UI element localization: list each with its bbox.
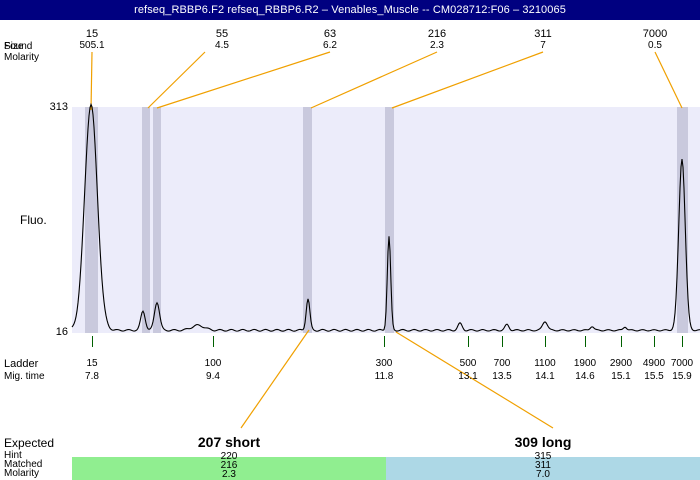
peak-connector-line <box>310 51 438 109</box>
amplicon-bar-long[interactable] <box>386 457 700 480</box>
ladder-size: 1900 <box>573 358 597 369</box>
row-label-hint: Hint <box>4 450 22 461</box>
peak-connector-line <box>90 51 93 111</box>
ladder-mig-time: 15.9 <box>672 371 692 382</box>
peak-band[interactable] <box>85 107 98 333</box>
top-peak-size: 311 <box>534 28 552 40</box>
top-row-label-size: Size <box>4 41 24 52</box>
title-bar: refseq_RBBP6.F2 refseq_RBBP6.R2 – Venabl… <box>0 0 700 20</box>
ladder-mig-time: 11.8 <box>374 371 394 382</box>
ladder-tick <box>545 336 546 347</box>
axis-row-label-mig-time: Mig. time <box>4 371 45 382</box>
top-peak-molarity: 6.2 <box>323 40 337 51</box>
connector-lines <box>90 51 683 429</box>
matched-value: 311 <box>535 460 551 471</box>
expected-label: 207 short <box>197 434 261 450</box>
y-axis-min-label: 16 <box>55 326 68 338</box>
top-peak-molarity: 2.3 <box>430 40 444 51</box>
ladder-mig-time: 14.6 <box>575 371 595 382</box>
ladder-size: 7000 <box>670 358 694 369</box>
peak-connector-line <box>240 329 310 429</box>
ladder-mig-time: 13.1 <box>458 371 478 382</box>
ladder-mig-time: 15.5 <box>644 371 664 382</box>
ladder-size: 100 <box>204 358 222 369</box>
top-peak-molarity: 7 <box>540 40 546 51</box>
ladder-tick <box>502 336 503 347</box>
molarity-value: 7.0 <box>536 469 550 480</box>
top-row-label-molarity: Molarity <box>4 52 40 63</box>
top-peak-molarity: 505.1 <box>79 40 105 51</box>
peak-connector-line <box>654 51 683 109</box>
ladder-tick <box>213 336 214 347</box>
ladder-mig-time: 15.1 <box>611 371 631 382</box>
window-title: refseq_RBBP6.F2 refseq_RBBP6.R2 – Venabl… <box>134 4 566 16</box>
top-peak-size: 55 <box>215 28 229 40</box>
ladder-tick <box>468 336 469 347</box>
ladder-mig-time: 13.5 <box>492 371 512 382</box>
row-label-expected: Expected <box>4 436 55 450</box>
molarity-value: 2.3 <box>222 469 236 480</box>
ladder-tick <box>621 336 622 347</box>
peak-connector-line <box>395 331 554 429</box>
ladder-tick <box>92 336 93 347</box>
row-label-matched: Matched <box>4 459 43 470</box>
ladder-size: 4900 <box>642 358 666 369</box>
peak-band[interactable] <box>303 107 312 333</box>
peak-connector-line <box>156 51 331 109</box>
peak-band[interactable] <box>677 107 688 333</box>
top-annotation-table: Found Size Molarity 15 505.1 55 4.5 63 6.2 216… <box>0 20 700 63</box>
matched-value: 216 <box>220 460 238 471</box>
hint-value: 315 <box>534 451 552 462</box>
ladder-size: 300 <box>375 358 393 369</box>
ladder-size: 500 <box>459 358 477 369</box>
amplicon-bar-short[interactable] <box>72 457 386 480</box>
expected-label: 309 long <box>514 434 572 450</box>
ladder-mig-time: 7.8 <box>85 371 99 382</box>
ladder-mig-time: 9.4 <box>206 371 220 382</box>
top-peak-size: 7000 <box>642 28 668 40</box>
peak-band[interactable] <box>153 107 161 333</box>
axis-row-label-ladder: Ladder <box>4 358 39 370</box>
top-peak-size: 15 <box>85 28 99 40</box>
ladder-size: 700 <box>493 358 511 369</box>
top-peak-size: 216 <box>427 28 447 40</box>
peak-connector-line <box>391 51 544 109</box>
peak-connector-line <box>147 51 206 109</box>
top-peak-molarity: 0.5 <box>648 40 662 51</box>
fluorescence-trace <box>71 102 700 332</box>
top-peak-size: 63 <box>323 28 337 40</box>
y-axis-max-label: 313 <box>49 101 68 113</box>
top-peak-molarity: 4.5 <box>215 40 229 51</box>
hint-value: 220 <box>220 451 238 462</box>
y-axis-title: Fluo. <box>20 213 47 227</box>
peak-band[interactable] <box>142 107 150 333</box>
top-row-label-found: Found <box>4 41 33 52</box>
ladder-size: 15 <box>86 358 98 369</box>
ladder-tick <box>682 336 683 347</box>
peak-band[interactable] <box>385 107 394 333</box>
ladder-tick <box>585 336 586 347</box>
ladder-size: 1100 <box>534 358 556 369</box>
ladder-tick <box>384 336 385 347</box>
ladder-tick <box>654 336 655 347</box>
ladder-size: 2900 <box>609 358 633 369</box>
row-label-molarity: Molarity <box>4 468 40 479</box>
ladder-mig-time: 14.1 <box>535 371 555 382</box>
